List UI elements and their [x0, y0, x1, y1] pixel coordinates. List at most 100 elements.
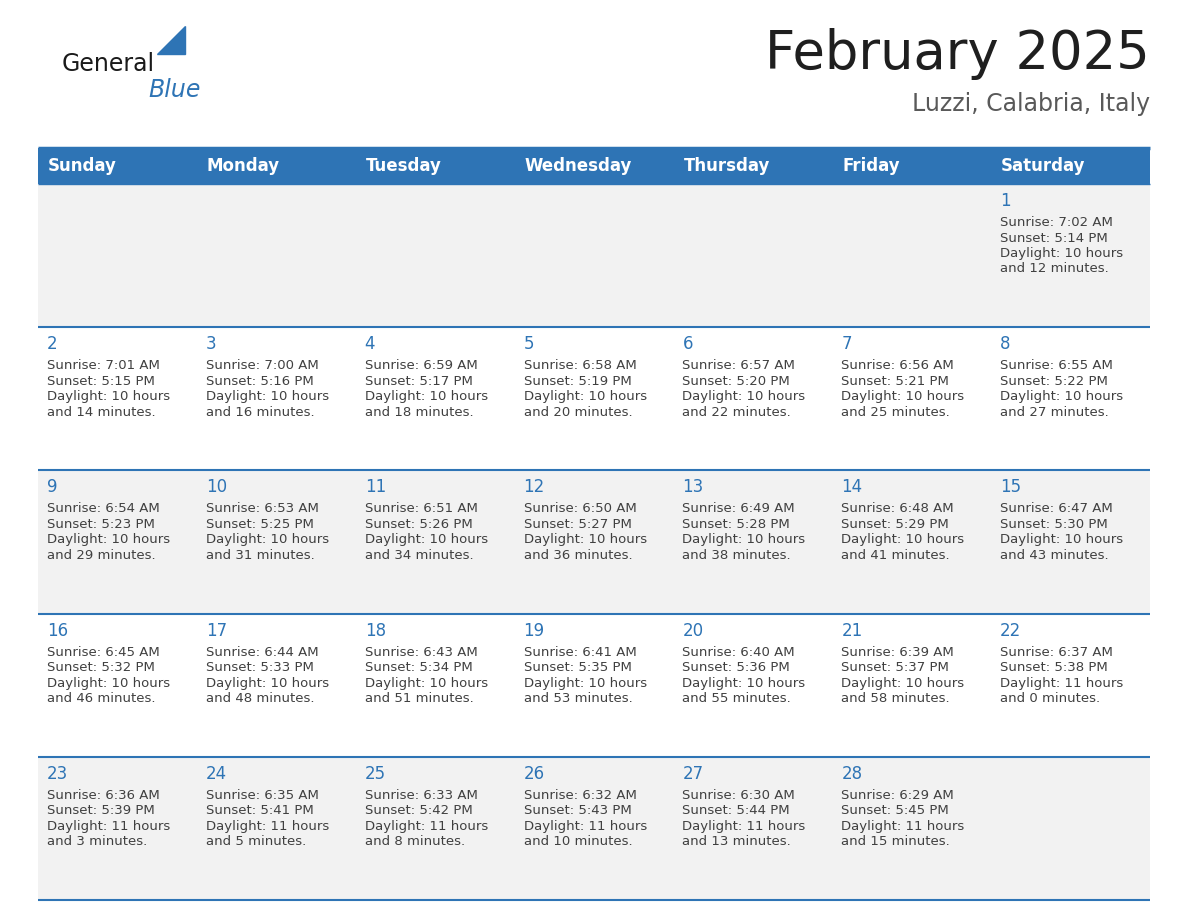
Bar	[833, 613, 991, 756]
Text: Sunrise: 6:57 AM: Sunrise: 6:57 AM	[682, 359, 795, 372]
Text: 17: 17	[206, 621, 227, 640]
Text: Sunrise: 6:47 AM: Sunrise: 6:47 AM	[1000, 502, 1113, 515]
Text: Thursday: Thursday	[683, 157, 770, 175]
Text: 3: 3	[206, 335, 216, 353]
Polygon shape	[157, 26, 185, 54]
Text: Sunset: 5:30 PM: Sunset: 5:30 PM	[1000, 518, 1108, 531]
Bar	[355, 756, 514, 900]
Text: Sunrise: 6:48 AM: Sunrise: 6:48 AM	[841, 502, 954, 515]
Text: Daylight: 10 hours: Daylight: 10 hours	[841, 533, 965, 546]
Text: 12: 12	[524, 478, 545, 497]
Text: Sunset: 5:33 PM: Sunset: 5:33 PM	[206, 661, 314, 674]
Text: Sunrise: 7:02 AM: Sunrise: 7:02 AM	[1000, 216, 1113, 229]
Text: Daylight: 10 hours: Daylight: 10 hours	[524, 677, 646, 689]
Text: and 55 minutes.: and 55 minutes.	[682, 692, 791, 705]
Text: 28: 28	[841, 765, 862, 783]
Text: 15: 15	[1000, 478, 1022, 497]
Text: 18: 18	[365, 621, 386, 640]
Bar	[514, 327, 674, 470]
Bar	[833, 327, 991, 470]
Bar	[355, 613, 514, 756]
Text: 22: 22	[1000, 621, 1022, 640]
Text: and 25 minutes.: and 25 minutes.	[841, 406, 950, 419]
Text: Sunrise: 6:43 AM: Sunrise: 6:43 AM	[365, 645, 478, 658]
Bar	[991, 613, 1150, 756]
Text: Sunset: 5:26 PM: Sunset: 5:26 PM	[365, 518, 473, 531]
Text: 27: 27	[682, 765, 703, 783]
Text: Daylight: 10 hours: Daylight: 10 hours	[682, 677, 805, 689]
Text: Saturday: Saturday	[1001, 157, 1086, 175]
Bar	[38, 148, 197, 184]
Text: Daylight: 11 hours: Daylight: 11 hours	[682, 820, 805, 833]
Text: Sunrise: 7:01 AM: Sunrise: 7:01 AM	[48, 359, 160, 372]
Text: Sunset: 5:35 PM: Sunset: 5:35 PM	[524, 661, 632, 674]
Text: Sunset: 5:21 PM: Sunset: 5:21 PM	[841, 375, 949, 387]
Text: and 38 minutes.: and 38 minutes.	[682, 549, 791, 562]
Text: Sunset: 5:41 PM: Sunset: 5:41 PM	[206, 804, 314, 817]
Text: 26: 26	[524, 765, 544, 783]
Text: Sunset: 5:25 PM: Sunset: 5:25 PM	[206, 518, 314, 531]
Text: Sunset: 5:43 PM: Sunset: 5:43 PM	[524, 804, 631, 817]
Text: Tuesday: Tuesday	[366, 157, 442, 175]
Text: Sunset: 5:29 PM: Sunset: 5:29 PM	[841, 518, 949, 531]
Text: Sunset: 5:14 PM: Sunset: 5:14 PM	[1000, 231, 1108, 244]
Text: Sunrise: 6:33 AM: Sunrise: 6:33 AM	[365, 789, 478, 801]
Text: and 22 minutes.: and 22 minutes.	[682, 406, 791, 419]
Text: 14: 14	[841, 478, 862, 497]
Text: February 2025: February 2025	[765, 28, 1150, 80]
Bar	[674, 613, 833, 756]
Text: Sunrise: 6:35 AM: Sunrise: 6:35 AM	[206, 789, 318, 801]
Text: and 36 minutes.: and 36 minutes.	[524, 549, 632, 562]
Bar	[514, 470, 674, 613]
Bar	[38, 613, 197, 756]
Bar	[674, 327, 833, 470]
Text: and 43 minutes.: and 43 minutes.	[1000, 549, 1108, 562]
Text: 2: 2	[48, 335, 58, 353]
Text: and 15 minutes.: and 15 minutes.	[841, 835, 950, 848]
Text: and 41 minutes.: and 41 minutes.	[841, 549, 950, 562]
Text: Daylight: 10 hours: Daylight: 10 hours	[206, 677, 329, 689]
Text: Daylight: 10 hours: Daylight: 10 hours	[1000, 247, 1124, 260]
Text: Sunrise: 6:41 AM: Sunrise: 6:41 AM	[524, 645, 637, 658]
Bar	[991, 184, 1150, 327]
Text: Daylight: 10 hours: Daylight: 10 hours	[682, 390, 805, 403]
Bar	[833, 148, 991, 184]
Text: Daylight: 10 hours: Daylight: 10 hours	[206, 533, 329, 546]
Text: Sunrise: 6:36 AM: Sunrise: 6:36 AM	[48, 789, 159, 801]
Text: and 48 minutes.: and 48 minutes.	[206, 692, 315, 705]
Text: 1: 1	[1000, 192, 1011, 210]
Text: Sunset: 5:38 PM: Sunset: 5:38 PM	[1000, 661, 1108, 674]
Bar	[674, 470, 833, 613]
Text: and 31 minutes.: and 31 minutes.	[206, 549, 315, 562]
Text: Daylight: 10 hours: Daylight: 10 hours	[48, 677, 170, 689]
Text: Sunset: 5:17 PM: Sunset: 5:17 PM	[365, 375, 473, 387]
Text: 13: 13	[682, 478, 703, 497]
Text: Sunrise: 6:58 AM: Sunrise: 6:58 AM	[524, 359, 637, 372]
Text: Sunrise: 6:59 AM: Sunrise: 6:59 AM	[365, 359, 478, 372]
Text: Daylight: 10 hours: Daylight: 10 hours	[48, 533, 170, 546]
Text: and 20 minutes.: and 20 minutes.	[524, 406, 632, 419]
Bar	[991, 327, 1150, 470]
Text: and 13 minutes.: and 13 minutes.	[682, 835, 791, 848]
Text: and 34 minutes.: and 34 minutes.	[365, 549, 473, 562]
Bar	[514, 756, 674, 900]
Text: Friday: Friday	[842, 157, 901, 175]
Text: Daylight: 10 hours: Daylight: 10 hours	[841, 390, 965, 403]
Bar	[674, 148, 833, 184]
Text: 20: 20	[682, 621, 703, 640]
Bar	[514, 148, 674, 184]
Text: 16: 16	[48, 621, 68, 640]
Text: and 8 minutes.: and 8 minutes.	[365, 835, 465, 848]
Text: 24: 24	[206, 765, 227, 783]
Text: Sunrise: 6:39 AM: Sunrise: 6:39 AM	[841, 645, 954, 658]
Text: Daylight: 11 hours: Daylight: 11 hours	[365, 820, 488, 833]
Text: and 58 minutes.: and 58 minutes.	[841, 692, 950, 705]
Bar	[991, 470, 1150, 613]
Bar	[197, 470, 355, 613]
Bar	[674, 184, 833, 327]
Bar	[355, 470, 514, 613]
Text: Daylight: 10 hours: Daylight: 10 hours	[524, 390, 646, 403]
Text: Daylight: 10 hours: Daylight: 10 hours	[1000, 533, 1124, 546]
Text: Sunrise: 6:44 AM: Sunrise: 6:44 AM	[206, 645, 318, 658]
Text: Sunrise: 6:53 AM: Sunrise: 6:53 AM	[206, 502, 318, 515]
